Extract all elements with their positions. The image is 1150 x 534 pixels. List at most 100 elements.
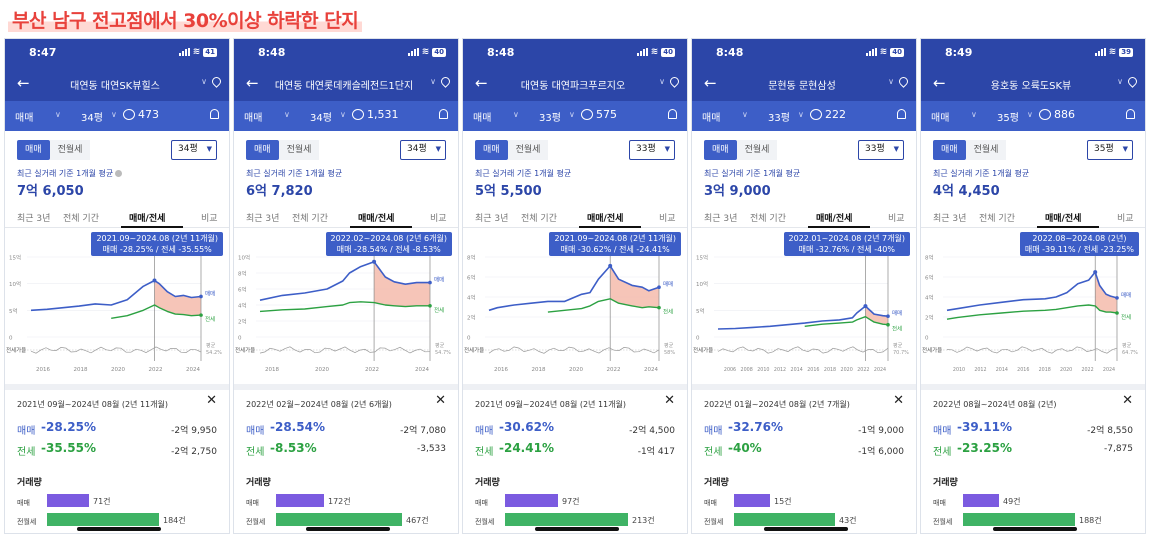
chevron-down-icon[interactable]: ∨	[284, 110, 290, 119]
tab-sale-jeonse[interactable]: 매매/전세	[1045, 214, 1082, 224]
tab-compare[interactable]: 비교	[201, 214, 218, 224]
seg-sale-button[interactable]: 매매	[933, 140, 966, 160]
back-arrow-icon[interactable]: ←	[933, 74, 946, 92]
tab-all-period[interactable]: 전체 기간	[750, 214, 786, 224]
tab-recent-3y[interactable]: 최근 3년	[17, 214, 51, 224]
tab-compare[interactable]: 비교	[659, 214, 676, 224]
size-select[interactable]: 33평 ▼	[858, 140, 904, 160]
tab-all-period[interactable]: 전체 기간	[979, 214, 1015, 224]
bell-icon[interactable]	[439, 109, 448, 119]
seg-rent-button[interactable]: 전월세	[736, 140, 778, 160]
chevron-down-icon[interactable]: ∨	[742, 110, 748, 119]
tab-sale-jeonse[interactable]: 매매/전세	[587, 214, 624, 224]
tab-all-period[interactable]: 전체 기간	[521, 214, 557, 224]
tab-recent-3y[interactable]: 최근 3년	[933, 214, 967, 224]
comment-count[interactable]: 886	[1054, 108, 1075, 121]
tab-compare[interactable]: 비교	[888, 214, 905, 224]
tab-compare[interactable]: 비교	[430, 214, 447, 224]
back-arrow-icon[interactable]: ←	[704, 74, 717, 92]
comment-count[interactable]: 1,531	[367, 108, 399, 121]
comment-icon[interactable]	[581, 109, 593, 120]
close-icon[interactable]: ✕	[206, 393, 217, 408]
seg-rent-button[interactable]: 전월세	[49, 140, 91, 160]
tab-all-period[interactable]: 전체 기간	[292, 214, 328, 224]
bell-icon[interactable]	[668, 109, 677, 119]
bell-icon[interactable]	[897, 109, 906, 119]
apartment-name[interactable]: 대연동 대연롯데캐슬레전드1단지	[274, 81, 414, 92]
location-pin-icon[interactable]	[668, 75, 681, 88]
chevron-down-icon[interactable]: ∨	[55, 110, 61, 119]
comment-count[interactable]: 473	[138, 108, 159, 121]
trade-type-filter[interactable]: 매매	[931, 113, 950, 124]
size-select[interactable]: 34평 ▼	[400, 140, 446, 160]
size-filter[interactable]: 34평	[81, 113, 103, 124]
size-select[interactable]: 35평 ▼	[1087, 140, 1133, 160]
chevron-down-icon[interactable]: ∨	[569, 110, 575, 119]
chevron-down-icon[interactable]: ∨	[798, 110, 804, 119]
chevron-down-icon[interactable]: ∨	[111, 110, 117, 119]
size-filter[interactable]: 35평	[997, 113, 1019, 124]
bell-icon[interactable]	[1126, 109, 1135, 119]
location-pin-icon[interactable]	[897, 75, 910, 88]
tab-recent-3y[interactable]: 최근 3년	[475, 214, 509, 224]
comment-icon[interactable]	[123, 109, 135, 120]
apartment-name[interactable]: 문현동 문현삼성	[768, 81, 836, 92]
seg-rent-button[interactable]: 전월세	[507, 140, 549, 160]
bell-icon[interactable]	[210, 109, 219, 119]
trade-type-filter[interactable]: 매매	[473, 113, 492, 124]
info-icon[interactable]	[115, 170, 123, 177]
location-pin-icon[interactable]	[1126, 75, 1139, 88]
size-filter[interactable]: 34평	[310, 113, 332, 124]
chevron-down-icon[interactable]: ∨	[1027, 110, 1033, 119]
size-select[interactable]: 33평 ▼	[629, 140, 675, 160]
trade-type-filter[interactable]: 매매	[15, 113, 34, 124]
seg-rent-button[interactable]: 전월세	[278, 140, 320, 160]
chevron-down-icon[interactable]: ∨	[888, 77, 894, 86]
trade-type-filter[interactable]: 매매	[702, 113, 721, 124]
chevron-down-icon[interactable]: ∨	[513, 110, 519, 119]
size-filter[interactable]: 33평	[768, 113, 790, 124]
close-icon[interactable]: ✕	[664, 393, 675, 408]
back-arrow-icon[interactable]: ←	[17, 74, 30, 92]
seg-sale-button[interactable]: 매매	[246, 140, 279, 160]
tab-recent-3y[interactable]: 최근 3년	[246, 214, 280, 224]
apartment-name[interactable]: 대연동 대연SK뷰힐스	[70, 81, 160, 92]
seg-sale-button[interactable]: 매매	[17, 140, 50, 160]
comment-icon[interactable]	[352, 109, 364, 120]
size-filter[interactable]: 33평	[539, 113, 561, 124]
apartment-name[interactable]: 대연동 대연파크푸르지오	[520, 81, 626, 92]
chevron-down-icon[interactable]: ∨	[971, 110, 977, 119]
trade-type-filter[interactable]: 매매	[244, 113, 263, 124]
size-select[interactable]: 34평 ▼	[171, 140, 217, 160]
chevron-down-icon[interactable]: ∨	[430, 77, 436, 86]
tab-recent-3y[interactable]: 최근 3년	[704, 214, 738, 224]
comment-count[interactable]: 222	[825, 108, 846, 121]
chevron-down-icon[interactable]: ∨	[201, 77, 207, 86]
tab-all-period[interactable]: 전체 기간	[63, 214, 99, 224]
close-icon[interactable]: ✕	[893, 393, 904, 408]
chevron-down-icon[interactable]: ∨	[659, 77, 665, 86]
close-icon[interactable]: ✕	[435, 393, 446, 408]
location-pin-icon[interactable]	[439, 75, 452, 88]
seg-sale-button[interactable]: 매매	[475, 140, 508, 160]
tab-sale-jeonse[interactable]: 매매/전세	[129, 214, 166, 224]
comment-icon[interactable]	[810, 109, 822, 120]
apartment-name[interactable]: 용호동 오륙도SK뷰	[990, 81, 1072, 92]
close-icon[interactable]: ✕	[1122, 393, 1133, 408]
comment-icon[interactable]	[1039, 109, 1051, 120]
tab-sale-jeonse[interactable]: 매매/전세	[358, 214, 395, 224]
chevron-down-icon[interactable]: ∨	[1117, 77, 1123, 86]
back-arrow-icon[interactable]: ←	[246, 74, 259, 92]
comment-count[interactable]: 575	[596, 108, 617, 121]
tab-sale-jeonse[interactable]: 매매/전세	[816, 214, 853, 224]
seg-rent-button[interactable]: 전월세	[965, 140, 1007, 160]
back-arrow-icon[interactable]: ←	[475, 74, 488, 92]
chevron-down-icon[interactable]: ∨	[340, 110, 346, 119]
tab-compare[interactable]: 비교	[1117, 214, 1134, 224]
seg-sale-button[interactable]: 매매	[704, 140, 737, 160]
